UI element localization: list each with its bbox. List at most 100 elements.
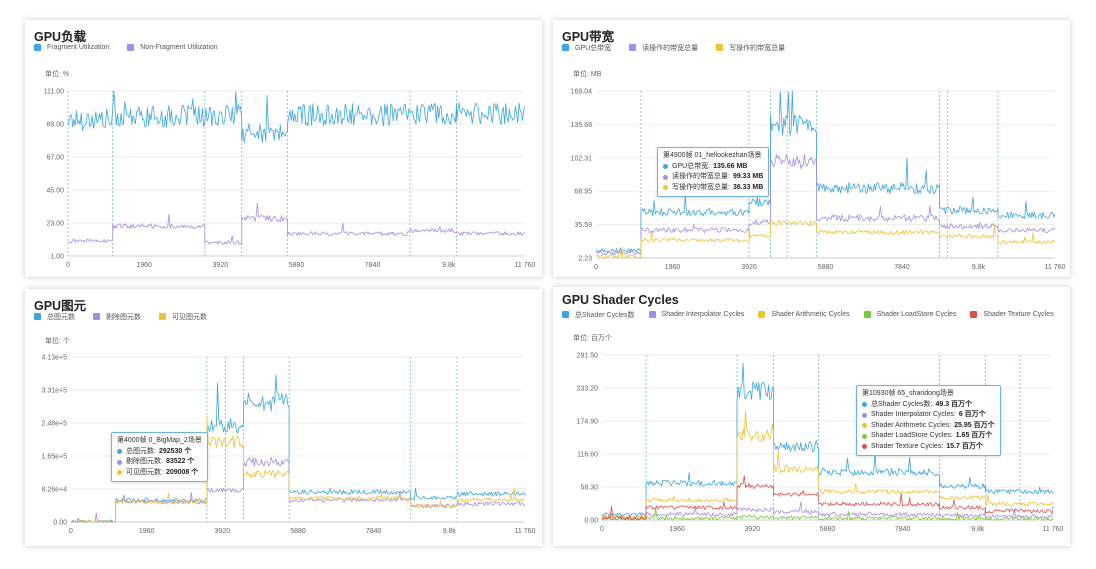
legend-item-culled-primitives[interactable]: 剔除图元数	[93, 311, 141, 322]
x-tick-label: 9.8k	[972, 264, 986, 271]
panel-title: GPU负载	[34, 30, 87, 44]
series-line	[601, 362, 1054, 517]
legend: 总图元数 剔除图元数 可见图元数	[34, 311, 534, 322]
tooltip: 第10930帧 65_shandong场景 总Shader Cycles数: 49…	[856, 385, 1001, 456]
tooltip-label: 总图元数:	[126, 447, 156, 455]
legend-swatch	[159, 313, 166, 320]
tooltip-value: 99.33 MB	[732, 173, 764, 180]
x-tick-label: 11 760	[515, 528, 536, 535]
tooltip-row: 写操作的带宽总量: 36.33 MB	[663, 183, 763, 194]
legend-label: 总图元数	[47, 313, 75, 321]
tooltip-row: GPU总带宽: 135.66 MB	[663, 162, 763, 173]
legend-label: Shader Arithmetic Cycles	[771, 311, 850, 318]
legend-item-total-bandwidth[interactable]: GPU总带宽	[562, 42, 611, 53]
legend-item-arithmetic-cycles[interactable]: Shader Arithmetic Cycles	[758, 309, 850, 320]
tooltip-row: Shader LoadStore Cycles: 1.65 百万个	[862, 431, 995, 442]
tooltip-dot	[862, 402, 867, 408]
legend-swatch	[93, 313, 100, 320]
x-tick-label: 7840	[894, 264, 910, 271]
tooltip-row: Shader Arithmetic Cycles: 25.95 百万个	[862, 421, 995, 432]
legend-item-loadstore-cycles[interactable]: Shader LoadStore Cycles	[863, 309, 956, 320]
tooltip-label: 读操作的带宽总量:	[672, 173, 730, 180]
y-tick-label: 67.00	[46, 155, 64, 162]
y-tick-label: 1.65e+5	[42, 454, 68, 461]
legend-label: 写操作的带宽总量	[729, 44, 786, 52]
panel-title: GPU带宽	[562, 30, 615, 44]
x-tick-label: 9.8k	[442, 262, 456, 269]
gpu-load-chart[interactable]: 1.00 23.00 45.00 67.00 89.00 111.00 0 1960 3920 5…	[25, 20, 542, 277]
legend-label: 读操作的带宽总量	[642, 44, 699, 52]
legend-item-visible-primitives[interactable]: 可见图元数	[159, 311, 207, 322]
x-tick-label: 0	[69, 528, 73, 535]
legend-item-write-bandwidth[interactable]: 写操作的带宽总量	[716, 42, 785, 53]
unit-label: 单位: %	[45, 71, 70, 78]
legend-swatch	[562, 311, 569, 318]
series-line	[601, 508, 1054, 521]
legend-item-total-shader-cycles[interactable]: 总Shader Cycles数	[562, 309, 635, 320]
x-tick-label: 1960	[136, 262, 152, 269]
legend-label: GPU总带宽	[575, 44, 612, 52]
x-tick-label: 3920	[213, 262, 229, 269]
tooltip-label: 可见图元数:	[126, 468, 163, 476]
gpu-shader-cycles-panel: GPU Shader Cycles 总Shader Cycles数 Shader…	[553, 287, 1070, 546]
tooltip-row: 总图元数: 292530 个	[117, 447, 202, 458]
legend-item-non-fragment[interactable]: Non-Fragment Utilization	[127, 42, 218, 53]
tooltip-title: 第4900帧 01_hellookezhan场景	[663, 152, 762, 159]
legend-item-interpolator-cycles[interactable]: Shader Interpolator Cycles	[648, 309, 745, 320]
y-tick-label: 35.59	[574, 222, 592, 229]
tooltip-dot	[117, 470, 122, 476]
x-tick-label: 3920	[745, 526, 761, 533]
y-tick-label: 116.60	[577, 452, 598, 459]
x-tick-label: 1960	[139, 528, 155, 535]
tooltip-title: 第4000帧 0_BigMap_2场景	[117, 437, 202, 444]
legend-item-read-bandwidth[interactable]: 读操作的带宽总量	[629, 42, 698, 53]
y-tick-label: 1.00	[50, 254, 64, 261]
legend-label: Shader Interpolator Cycles	[661, 311, 745, 318]
x-tick-label: 5880	[289, 262, 305, 269]
series-line	[71, 415, 525, 523]
gpu-shader-cycles-chart[interactable]: 0.00 58.30 116.60 174.90 233.20 291.50 0 1960 39…	[553, 287, 1070, 546]
legend-item-fragment[interactable]: Fragment Utilization	[34, 42, 109, 53]
gpu-load-panel: GPU负载 Fragment Utilization Non-Fragment …	[25, 20, 542, 277]
x-tick-label: 5880	[820, 526, 836, 533]
tooltip-dot	[862, 412, 867, 418]
series-line	[70, 374, 526, 523]
legend-label: 剔除图元数	[106, 313, 141, 321]
tooltip-dot	[862, 444, 867, 450]
tooltip-dot	[862, 423, 867, 429]
x-tick-label: 0	[66, 262, 70, 269]
tooltip-dot	[663, 164, 668, 170]
x-tick-label: 3920	[741, 264, 757, 271]
series-line	[67, 90, 526, 144]
y-tick-label: 0.00	[584, 518, 598, 525]
y-tick-label: 2.23	[578, 256, 592, 263]
x-tick-label: 5880	[818, 264, 834, 271]
tooltip-dot	[117, 459, 122, 465]
legend-label: Non-Fragment Utilization	[140, 44, 218, 51]
unit-label: 单位: MB	[573, 71, 602, 78]
tooltip-value: 49.3 百万个	[935, 400, 973, 408]
tooltip-title: 第10930帧 65_shandong场景	[862, 390, 954, 397]
series-line	[67, 202, 526, 245]
y-tick-label: 291.50	[577, 353, 599, 360]
tooltip-value: 15.7 百万个	[946, 442, 983, 450]
legend-item-total-primitives[interactable]: 总图元数	[34, 311, 75, 322]
tooltip-row: Shader Texture Cycles: 15.7 百万个	[862, 442, 995, 453]
tooltip-dot	[117, 449, 122, 455]
x-tick-label: 7840	[366, 528, 382, 535]
gpu-primitives-chart[interactable]: 0.00 8.26e+4 1.65e+5 2.48e+5 3.31e+5 4.13e+5 0…	[25, 289, 542, 546]
legend-item-texture-cycles[interactable]: Shader Texture Cycles	[970, 309, 1054, 320]
tooltip-row: 可见图元数: 209008 个	[117, 468, 202, 479]
gpu-bandwidth-chart[interactable]: 2.23 35.59 68.95 102.31 135.68 169.04 0 1960 392…	[553, 20, 1070, 277]
tooltip-dot	[663, 185, 668, 191]
legend: 总Shader Cycles数 Shader Interpolator Cycl…	[562, 309, 1062, 320]
legend: Fragment Utilization Non-Fragment Utiliz…	[34, 42, 534, 53]
tooltip-value: 209008 个	[165, 468, 199, 476]
x-tick-label: 11 760	[1045, 264, 1066, 271]
tooltip-value: 1.65 百万个	[955, 432, 993, 439]
tooltip-value: 6 百万个	[958, 411, 986, 418]
panel-title: GPU图元	[34, 299, 87, 313]
tooltip: 第4000帧 0_BigMap_2场景 总图元数: 292530 个 剔除图元数:…	[111, 432, 208, 482]
series-line	[595, 153, 1056, 256]
x-tick-label: 0	[600, 526, 604, 533]
